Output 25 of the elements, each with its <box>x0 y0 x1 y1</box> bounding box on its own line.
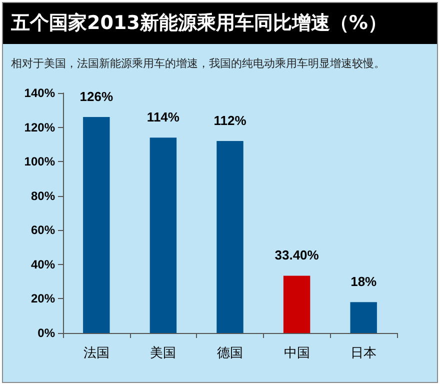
data-label: 18% <box>350 274 378 290</box>
x-tick-label: 日本 <box>350 346 377 361</box>
chart-title: 五个国家2013新能源乘用车同比增速（%） <box>3 3 437 44</box>
chart-subtitle: 相对于美国，法国新能源乘用车的增速，我国的纯电动乘用车明显增速较慢。 <box>10 56 386 71</box>
y-tick-label: 80% <box>30 188 56 203</box>
x-tick-label: 法国 <box>83 346 110 361</box>
bar <box>283 276 310 333</box>
data-label: 126% <box>80 89 114 104</box>
bar <box>350 302 377 333</box>
bar <box>83 117 110 333</box>
bar <box>150 138 177 333</box>
y-tick-label: 40% <box>30 257 56 272</box>
y-tick-label: 0% <box>38 326 56 340</box>
data-label: 33.40% <box>274 248 320 263</box>
data-label: 114% <box>146 110 180 125</box>
y-tick-label: 140% <box>24 86 56 100</box>
x-tick-label: 中国 <box>284 346 310 361</box>
y-tick-label: 20% <box>30 292 56 306</box>
data-label: 112% <box>214 113 247 128</box>
x-tick-label: 德国 <box>217 346 243 361</box>
bar <box>216 141 244 333</box>
y-tick-label: 60% <box>30 223 56 238</box>
x-tick-label: 美国 <box>150 345 176 361</box>
y-tick-label: 100% <box>24 154 56 169</box>
y-tick-label: 120% <box>24 120 56 134</box>
